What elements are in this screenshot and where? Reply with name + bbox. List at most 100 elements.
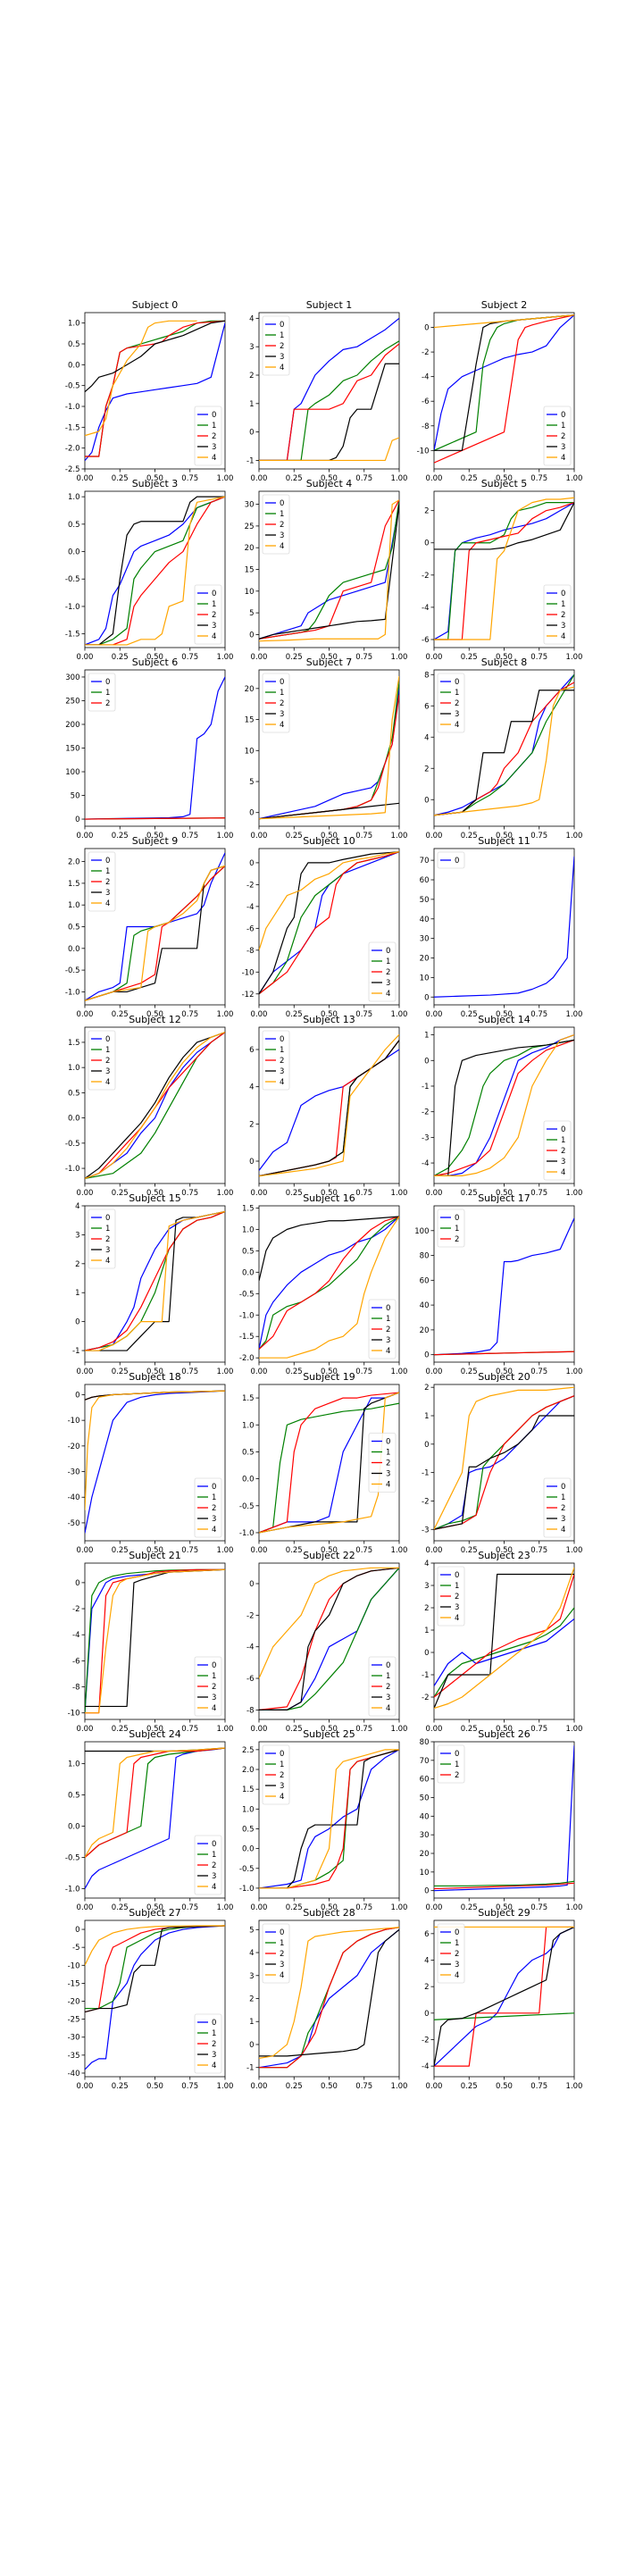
series-line-4 (259, 499, 399, 642)
y-tick-label: 1.5 (242, 1786, 255, 1794)
series-line-0 (434, 1034, 574, 1176)
y-tick-label: 0 (424, 1441, 429, 1450)
subplot-3: Subject 30.00 0.25 0.50 0.75 1.00-1.5-1.0-0.… (65, 478, 234, 662)
x-tick-label: 0.50 (321, 832, 338, 841)
y-tick-label: -4 (246, 1643, 254, 1652)
legend-label: 4 (561, 1168, 565, 1177)
y-tick-label: 3 (249, 1972, 254, 1981)
y-tick-label: 0.5 (68, 1089, 80, 1098)
legend-label: 3 (386, 979, 390, 988)
y-tick-label: 0.0 (242, 1476, 255, 1485)
y-tick-label: -2 (246, 1611, 254, 1620)
subplot-title: Subject 24 (129, 1728, 181, 1740)
y-tick-label: 60 (420, 1776, 430, 1785)
series-line-3 (259, 1040, 399, 1177)
y-tick-label: 1 (424, 1627, 429, 1635)
x-tick-label: 0.50 (146, 1546, 163, 1555)
series-line-3 (259, 1216, 399, 1282)
x-tick-label: 0.25 (286, 1546, 303, 1555)
y-tick-label: 1.0 (68, 901, 80, 910)
legend-label: 0 (105, 1214, 110, 1223)
y-tick-label: 0 (249, 859, 254, 868)
x-tick-label: 0.00 (251, 653, 268, 662)
series-line-2 (85, 1210, 225, 1351)
legend-label: 2 (280, 1950, 284, 1959)
legend-label: 4 (280, 721, 284, 730)
legend-label: 0 (280, 1035, 284, 1044)
x-tick-label: 1.00 (391, 2082, 408, 2091)
legend-label: 1 (561, 1136, 565, 1145)
y-tick-label: -30 (68, 2034, 80, 2043)
series-line-4 (434, 1386, 574, 1530)
subplot-title: Subject 27 (129, 1907, 181, 1919)
subplot-15: Subject 150.00 0.25 0.50 0.75 1.00-101234012… (72, 1192, 233, 1376)
subplot-5: Subject 5 0.00 0.25 0.50 0.75 1.00 -6 -4 -2 0 2 0 1 2… (422, 478, 582, 662)
series-line-2 (85, 1747, 225, 1858)
legend-label: 4 (212, 1883, 216, 1892)
x-tick-label: 0.25 (461, 1189, 478, 1198)
y-tick-label: 20 (245, 685, 255, 694)
y-tick-label: -6 (246, 924, 254, 933)
legend-label: 4 (212, 1526, 216, 1535)
legend-label: 2 (561, 611, 565, 620)
x-tick-label: 0.75 (181, 653, 198, 662)
legend-label: 1 (280, 1046, 284, 1055)
legend-label: 0 (105, 678, 110, 687)
y-tick-label: -0.5 (239, 1865, 255, 1874)
legend-label: 3 (212, 622, 216, 631)
series-line-2 (259, 1392, 399, 1534)
legend-label: 1 (280, 1939, 284, 1948)
legend-label: 1 (212, 422, 216, 431)
x-tick-label: 1.00 (391, 1189, 408, 1198)
y-tick-label: -6 (422, 636, 429, 645)
series-line-4 (434, 1034, 574, 1176)
legend-label: 0 (455, 1214, 459, 1223)
series-line-4 (259, 1567, 399, 1679)
y-tick-label: 2.0 (242, 1766, 255, 1775)
series-line-0 (259, 851, 399, 995)
subplot-18: Subject 18 0.00 0.25 0.50 0.75 1.00 -50 -40 -30 -… (68, 1371, 234, 1555)
x-tick-label: 0.50 (146, 474, 163, 483)
series-line-3 (259, 1928, 399, 2057)
y-tick-label: -6 (422, 397, 429, 406)
x-tick-label: 0.25 (286, 1189, 303, 1198)
legend-label: 2 (455, 1593, 459, 1602)
x-tick-label: 1.00 (566, 1367, 583, 1376)
legend: 0 12 3 4 (262, 673, 290, 733)
series-line-1 (434, 1039, 574, 1176)
x-tick-label: 0.00 (77, 653, 94, 662)
x-tick-label: 0.00 (251, 1725, 268, 1734)
series-line-0 (85, 1390, 225, 1534)
y-tick-label: 0 (75, 1391, 79, 1400)
x-tick-label: 1.00 (217, 1010, 234, 1019)
series-line-3 (259, 363, 399, 462)
y-tick-label: 4 (249, 1949, 254, 1958)
y-tick-label: 5 (249, 778, 254, 787)
y-tick-label: -1.5 (239, 1333, 255, 1342)
x-tick-label: 0.25 (461, 474, 478, 483)
legend-label: 1 (386, 1672, 390, 1681)
legend-label: 3 (561, 443, 565, 452)
legend-label: 4 (280, 1078, 284, 1087)
subplot-title: Subject 18 (129, 1371, 181, 1383)
y-tick-label: -4 (422, 2062, 429, 2071)
series-line-0 (259, 1749, 399, 1889)
legend-label: 4 (561, 632, 565, 641)
legend-label: 3 (455, 1603, 459, 1612)
subplot-17: Subject 170.00 0.25 0.50 0.75 1.000204060801… (414, 1192, 582, 1376)
y-tick-label: -50 (68, 1519, 80, 1528)
legend-label: 0 (212, 1840, 216, 1849)
y-tick-label: 15 (245, 716, 255, 725)
y-tick-label: 20 (245, 544, 255, 553)
x-tick-label: 0.00 (426, 1189, 443, 1198)
series-line-3 (259, 1567, 399, 1710)
y-tick-label: -2 (422, 1497, 429, 1506)
legend-label: 4 (212, 1704, 216, 1713)
series-line-4 (85, 1747, 225, 1858)
y-tick-label: -1.5 (65, 631, 80, 640)
x-tick-label: 0.75 (181, 1189, 198, 1198)
y-tick-label: 0 (249, 809, 254, 818)
legend-label: 1 (280, 510, 284, 519)
subplot-title: Subject 10 (303, 835, 355, 847)
x-tick-label: 1.00 (217, 832, 234, 841)
